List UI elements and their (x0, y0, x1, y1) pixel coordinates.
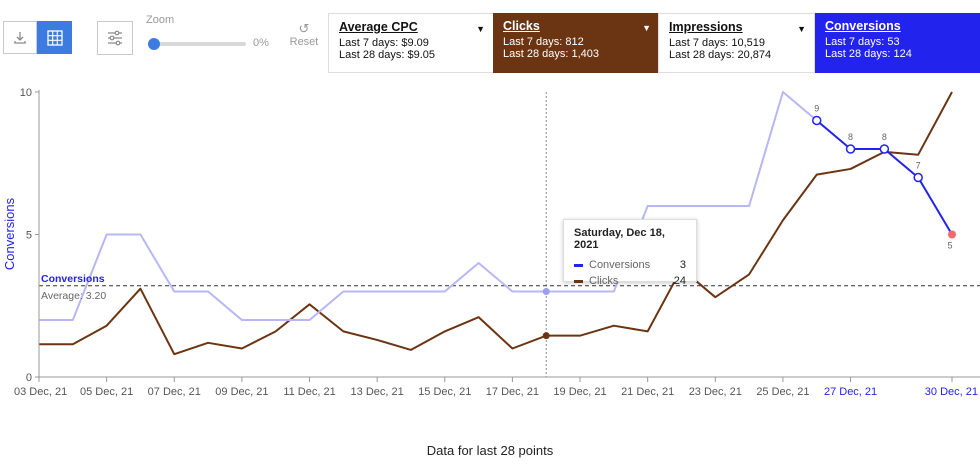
x-tick-label: 23 Dec, 21 (689, 386, 742, 398)
metric-title: Impressions (669, 20, 743, 34)
caret-down-icon[interactable]: ▼ (476, 24, 485, 34)
chart-toolbar: Zoom 0% ↺ Reset Average CPC ▼ Last 7 day… (0, 0, 980, 76)
download-icon (14, 31, 26, 44)
legend-swatch-clicks (574, 279, 583, 283)
metric-card-average-cpc[interactable]: Average CPC ▼ Last 7 days: $9.09 Last 28… (328, 13, 494, 73)
x-tick-label: 19 Dec, 21 (553, 386, 606, 398)
caret-down-icon[interactable]: ▼ (642, 23, 651, 33)
y-axis-title: Conversions (2, 197, 17, 270)
chart-tooltip: Saturday, Dec 18, 2021 Conversions 3 Cli… (563, 219, 697, 287)
tooltip-row-conversions: Conversions 3 (574, 257, 686, 273)
x-tick-label: 03 Dec, 21 (14, 386, 67, 398)
x-tick-label: 09 Dec, 21 (215, 386, 268, 398)
x-tick-label: 30 Dec, 21 (925, 386, 978, 398)
x-tick-label: 15 Dec, 21 (418, 386, 471, 398)
axes-group: 0 5 10 03 Dec, 21 05 Dec, 21 07 Dec, 21 09 Dec… (14, 87, 980, 398)
x-tick-label: 11 Dec, 21 (283, 386, 335, 398)
chart-caption: Data for last 28 points (426, 443, 554, 458)
metric-last7: Last 7 days: $9.09 (339, 36, 429, 49)
data-label: 5 (947, 241, 952, 251)
metric-last28: Last 28 days: $9.05 (339, 49, 436, 61)
clicks-hover-point (542, 332, 550, 340)
average-value-label: Average: 3.20 (41, 290, 106, 302)
metric-card-conversions[interactable]: Conversions Last 7 days: 53 Last 28 days… (815, 13, 980, 73)
tooltip-series-value: 24 (673, 275, 686, 287)
conversions-point (913, 172, 923, 183)
x-tick-label: 13 Dec, 21 (351, 386, 404, 398)
data-label: 7 (916, 161, 921, 171)
reset-icon: ↺ (298, 21, 310, 36)
x-tick-label: 07 Dec, 21 (148, 386, 201, 398)
x-tick-label: 27 Dec, 21 (824, 386, 877, 398)
conversions-point (811, 115, 822, 126)
metric-last28: Last 28 days: 1,403 (503, 48, 600, 60)
zoom-slider-track[interactable] (152, 42, 246, 46)
conversions-end-point (948, 230, 956, 239)
zoom-label: Zoom (146, 14, 175, 26)
x-tick-label: 21 Dec, 21 (621, 386, 674, 398)
series-line-conversions-faded (39, 91, 818, 321)
tooltip-series-name: Conversions (589, 259, 651, 271)
series-group (39, 91, 953, 356)
data-label: 8 (882, 132, 887, 142)
tooltip-row-clicks: Clicks 24 (574, 273, 686, 289)
filter-settings-button[interactable] (97, 21, 133, 55)
x-tick-label: 17 Dec, 21 (486, 386, 539, 398)
metric-title: Average CPC (339, 20, 418, 34)
tooltip-series-name: Clicks (589, 275, 619, 287)
conversions-hover-point (542, 288, 550, 295)
conversions-point (845, 144, 856, 154)
sliders-icon (108, 30, 122, 46)
metric-title: Clicks (503, 19, 540, 33)
series-line-clicks (39, 91, 953, 356)
metric-card-clicks[interactable]: Clicks ▼ Last 7 days: 812 Last 28 days: … (493, 13, 659, 73)
y-tick-label: 10 (20, 87, 32, 99)
table-icon (46, 29, 63, 46)
table-view-button[interactable] (37, 21, 72, 54)
x-tick-label: 05 Dec, 21 (80, 386, 133, 398)
reset-button[interactable]: ↺ Reset (286, 22, 322, 56)
reset-label: Reset (289, 36, 319, 48)
metric-last28: Last 28 days: 124 (825, 48, 912, 60)
x-tick-label: 25 Dec, 21 (756, 386, 809, 398)
average-series-label: Conversions (41, 273, 105, 285)
zoom-value: 0% (253, 37, 269, 49)
download-button[interactable] (3, 21, 37, 54)
metric-title: Conversions (825, 19, 901, 33)
metric-last7: Last 7 days: 53 (825, 35, 900, 48)
legend-swatch-conversions (574, 263, 583, 267)
conversions-point (879, 144, 890, 154)
data-label: 9 (814, 104, 819, 114)
metric-last7: Last 7 days: 10,519 (669, 36, 766, 49)
zoom-slider-handle[interactable] (148, 38, 160, 50)
metric-last7: Last 7 days: 812 (503, 35, 584, 48)
tooltip-title: Saturday, Dec 18, 2021 (574, 227, 665, 251)
data-label: 8 (848, 132, 853, 142)
data-points-group: 9 8 8 7 5 (542, 104, 956, 340)
metric-card-impressions[interactable]: Impressions ▼ Last 7 days: 10,519 Last 2… (658, 13, 815, 73)
metric-last28: Last 28 days: 20,874 (669, 49, 772, 61)
tooltip-series-value: 3 (679, 259, 686, 271)
caret-down-icon[interactable]: ▼ (797, 24, 806, 34)
y-tick-label: 0 (26, 372, 32, 384)
y-tick-label: 5 (26, 230, 32, 242)
line-chart: 9 8 8 7 5 0 5 10 03 Dec, 21 05 Dec, 21 07 Dec, 21… (2, 87, 980, 398)
